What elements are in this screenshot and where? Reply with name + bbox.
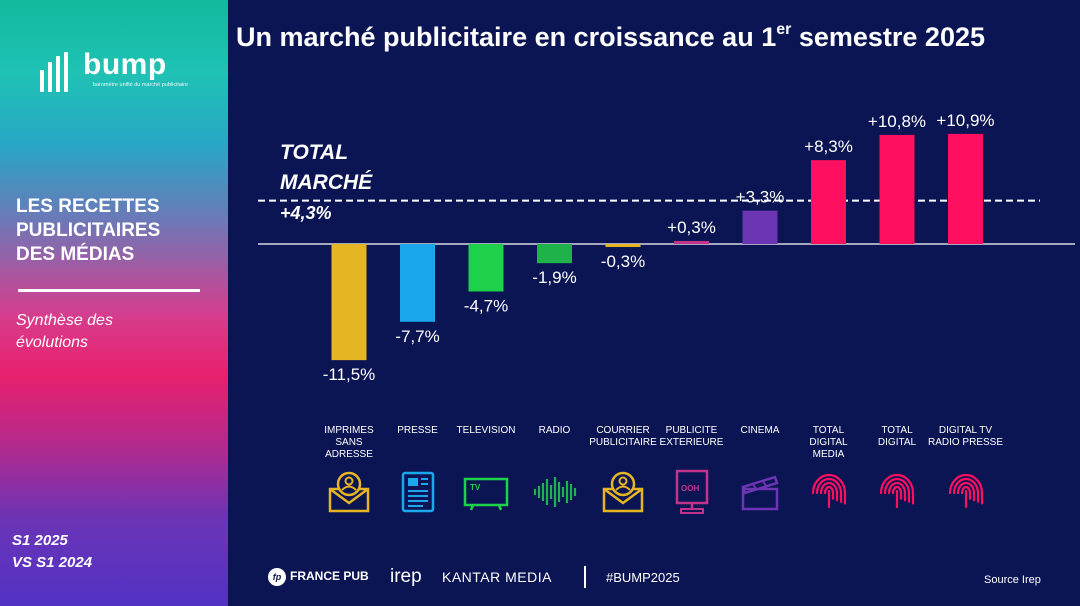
clapperboard-icon <box>735 467 785 517</box>
data-label: +10,8% <box>868 112 926 131</box>
subtitle-line: Synthèse des <box>16 312 113 329</box>
svg-text:TV: TV <box>470 483 481 492</box>
subtitle-line: évolutions <box>16 334 89 351</box>
fingerprint-icon <box>872 467 922 517</box>
title-main: Un marché publicitaire en croissance au … <box>236 22 777 52</box>
fingerprint-icon <box>804 467 854 517</box>
total-label-value: +4,3% <box>280 203 332 223</box>
period-line: S1 2025 <box>12 532 68 549</box>
bar <box>742 210 778 244</box>
bump-logo: bump baromètre unifié du marché publicit… <box>40 48 190 97</box>
bar <box>879 134 915 244</box>
bar <box>331 244 367 361</box>
footer-separator <box>584 566 586 588</box>
category-label: IMPRIMES SANS ADRESSE <box>324 425 374 460</box>
france-pub-name: FRANCE PUB <box>290 569 369 584</box>
tv-icon: TV <box>461 467 511 517</box>
envelope-person-icon <box>598 467 648 517</box>
source-note: Source Irep <box>984 574 1041 586</box>
svg-text:OOH: OOH <box>681 484 699 493</box>
category-label: TELEVISION <box>456 425 516 436</box>
kantar-media-logo: KANTAR MEDIA <box>442 569 552 585</box>
total-label-line: TOTAL <box>280 141 349 164</box>
bar-chart: -11,5% -7,7% -4,7% -1,9% -0,3% +0,3% +3,3% +8,3… <box>258 111 1075 384</box>
france-pub-mark-icon: fp <box>268 568 286 586</box>
brand-tagline: baromètre unifié du marché publicitaire <box>92 82 188 88</box>
envelope-person-icon <box>324 467 374 517</box>
brand-name: bump <box>83 48 167 81</box>
footer: fp FRANCE PUB irep KANTAR MEDIA #BUMP2025… <box>268 566 1068 590</box>
period-line: VS S1 2024 <box>12 554 93 571</box>
bar <box>811 160 846 244</box>
soundwave-icon <box>530 467 580 517</box>
section-title-line: PUBLICITAIRES <box>16 220 161 241</box>
data-label: -1,9% <box>532 268 576 287</box>
data-label: +3,3% <box>736 188 785 207</box>
title-end: semestre 2025 <box>791 22 985 52</box>
bar <box>400 244 435 322</box>
section-subtitle: Synthèse des évolutions <box>16 310 196 354</box>
bump-bars-icon <box>40 52 76 92</box>
bar <box>537 244 572 264</box>
hashtag: #BUMP2025 <box>606 570 680 585</box>
page-title: Un marché publicitaire en croissance au … <box>236 21 1076 53</box>
irep-logo: irep <box>390 566 422 587</box>
data-label: +0,3% <box>667 218 716 237</box>
data-label: +8,3% <box>804 137 853 156</box>
section-title-line: DES MÉDIAS <box>16 244 135 265</box>
category-label: PRESSE <box>397 425 438 436</box>
category-label: CINEMA <box>740 425 780 436</box>
category-label: TOTAL DIGITAL <box>877 425 917 448</box>
divider <box>18 289 200 292</box>
total-market-label: TOTAL MARCHÉ +4,3% <box>280 138 372 228</box>
category-label: COURRIER PUBLICITAIRE <box>589 425 657 448</box>
billboard-ooh-icon: OOH <box>667 467 717 517</box>
section-title: LES RECETTES PUBLICITAIRES DES MÉDIAS <box>16 195 216 267</box>
data-label: -11,5% <box>323 365 376 384</box>
bar <box>468 244 504 292</box>
category-label: RADIO <box>538 425 571 436</box>
data-label: -4,7% <box>464 296 508 315</box>
category-label: PUBLICITE EXTERIEURE <box>659 425 724 448</box>
total-label-line: MARCHÉ <box>280 171 373 194</box>
section-title-line: LES RECETTES <box>16 196 160 217</box>
france-pub-logo: fp FRANCE PUB <box>268 568 369 586</box>
title-superscript: er <box>776 21 792 38</box>
category-label: TOTAL DIGITAL MEDIA <box>809 425 848 460</box>
data-label: +10,9% <box>936 111 994 130</box>
category-label: DIGITAL TV RADIO PRESSE <box>927 425 1004 448</box>
newspaper-icon <box>393 467 443 517</box>
sidebar: bump baromètre unifié du marché publicit… <box>0 0 228 606</box>
fingerprint-icon <box>941 467 991 517</box>
data-label: -0,3% <box>601 252 645 271</box>
bar <box>605 244 641 248</box>
data-label: -7,7% <box>395 327 439 346</box>
bar <box>674 240 709 244</box>
bar <box>948 133 983 244</box>
period-label: S1 2025 VS S1 2024 <box>12 530 92 574</box>
